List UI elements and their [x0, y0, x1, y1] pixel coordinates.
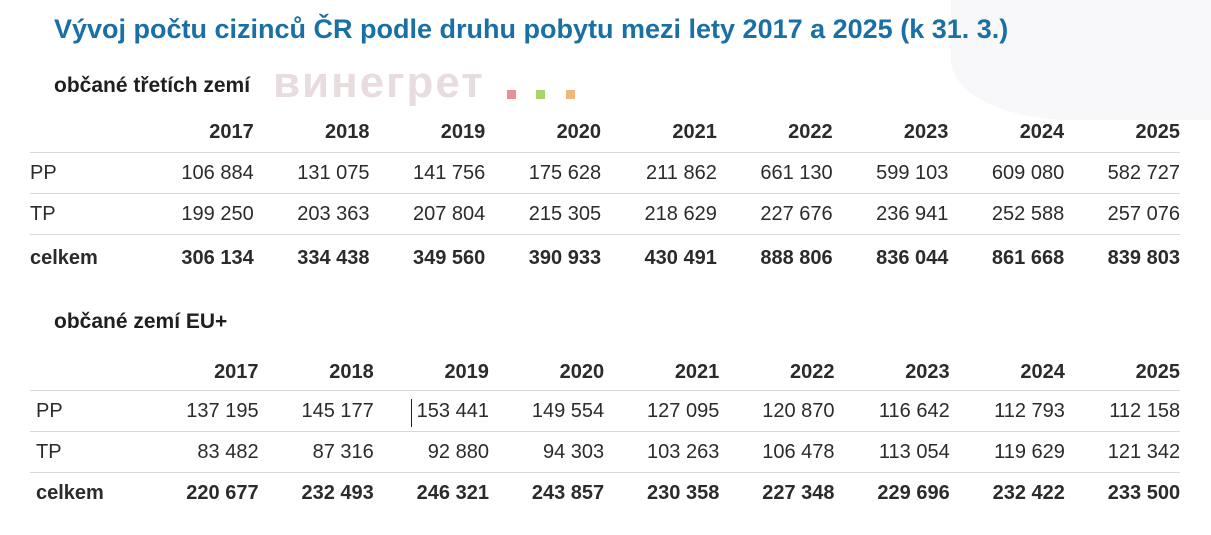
table-cell: 888 806: [760, 246, 833, 269]
table-cell: 175 628: [528, 161, 602, 184]
table-cell: 141 756: [412, 161, 486, 184]
table-row: PP 106 884 131 075 141 756 175 628 211 8…: [30, 153, 1180, 194]
table-cell: 430 491: [644, 246, 717, 269]
table-cell: 233 500: [1107, 481, 1181, 504]
table-cell: 127 095: [647, 399, 720, 422]
year-header: 2019: [444, 360, 489, 383]
table-eu-countries: 2017 2018 2019 2020 2021 2022 2023 2024 …: [30, 354, 1180, 513]
table-cell: 232 493: [301, 481, 374, 504]
background-map-decoration: [951, 0, 1211, 120]
table-cell: 218 629: [644, 202, 717, 225]
table-cell: 334 438: [297, 246, 370, 269]
table-row: TP 83 482 87 316 92 880 94 303 103 263 1…: [30, 432, 1180, 473]
table-cell: 661 130: [760, 161, 833, 184]
year-header: 2024: [1019, 120, 1065, 143]
table-cell: 83 482: [197, 440, 259, 463]
table-cell: 836 044: [876, 246, 949, 269]
year-header: 2022: [788, 120, 833, 143]
table-third-countries: 2017 2018 2019 2020 2021 2022 2023 2024 …: [30, 112, 1180, 281]
table-row-total: celkem 220 677 232 493 246 321 243 857 2…: [30, 473, 1180, 513]
row-label: PP: [36, 399, 63, 422]
text-cursor: [411, 399, 412, 427]
year-header: 2018: [329, 360, 374, 383]
table-cell: 112 158: [1109, 399, 1181, 422]
table-cell: 211 862: [646, 161, 717, 184]
table-header-row: 2017 2018 2019 2020 2021 2022 2023 2024 …: [30, 112, 1180, 153]
year-header: 2020: [559, 360, 605, 383]
table-row-total: celkem 306 134 334 438 349 560 390 933 4…: [30, 235, 1180, 281]
table-cell: 131 075: [297, 161, 370, 184]
table-cell: 220 677: [186, 481, 259, 504]
table-cell: 257 076: [1107, 202, 1180, 225]
table-cell: 232 422: [992, 481, 1065, 504]
table-cell: 230 358: [647, 481, 720, 504]
page-title: Vývoj počtu cizinců ČR podle druhu pobyt…: [54, 14, 1009, 44]
table-cell: 112 793: [994, 399, 1065, 422]
year-header: 2025: [1135, 120, 1180, 143]
table-cell: 199 250: [181, 202, 254, 225]
section-title-eu-countries: občané zemí EU+: [54, 310, 228, 333]
table-cell: 153 441: [416, 399, 489, 422]
table-cell: 120 870: [762, 399, 835, 422]
table-cell: 215 305: [528, 202, 602, 225]
table-cell: 149 554: [531, 399, 605, 422]
table-row: PP 137 195 145 177 153 441 149 554 127 0…: [30, 391, 1180, 432]
row-label: celkem: [36, 481, 104, 504]
year-header: 2017: [214, 360, 259, 383]
row-label: PP: [30, 161, 57, 184]
watermark-dots: [507, 60, 580, 110]
table-cell: 861 668: [991, 246, 1065, 269]
table-cell: 119 629: [994, 440, 1065, 463]
table-cell: 252 588: [991, 202, 1065, 225]
year-header: 2022: [790, 360, 835, 383]
section-title-third-countries: občané třetích zemí: [54, 74, 251, 97]
year-header: 2023: [903, 120, 949, 143]
year-header: 2023: [905, 360, 950, 383]
table-header-row: 2017 2018 2019 2020 2021 2022 2023 2024 …: [30, 354, 1180, 391]
table-cell: 207 804: [412, 202, 486, 225]
table-cell: 839 803: [1107, 246, 1180, 269]
watermark-text: винегрет: [273, 58, 485, 107]
table-cell: 145 177: [301, 399, 374, 422]
table-cell: 116 642: [878, 399, 950, 422]
table-cell: 243 857: [531, 481, 605, 504]
row-label: TP: [30, 202, 56, 225]
table-cell: 121 342: [1107, 440, 1181, 463]
row-label: celkem: [30, 246, 98, 269]
table-cell: 92 880: [427, 440, 489, 463]
table-cell: 87 316: [312, 440, 374, 463]
table-cell: 609 080: [991, 161, 1065, 184]
year-header: 2018: [325, 120, 370, 143]
year-header: 2024: [1020, 360, 1065, 383]
watermark-dot-icon: [536, 90, 546, 100]
table-cell: 106 884: [181, 161, 254, 184]
table-cell: 236 941: [876, 202, 949, 225]
table-cell: 227 676: [760, 202, 833, 225]
year-header: 2017: [209, 120, 254, 143]
watermark-dot-icon: [565, 90, 575, 100]
year-header: 2019: [440, 120, 486, 143]
table-cell: 246 321: [416, 481, 489, 504]
table-cell: 599 103: [876, 161, 949, 184]
table-cell: 227 348: [762, 481, 835, 504]
table-cell: 582 727: [1107, 161, 1180, 184]
year-header: 2021: [672, 120, 717, 143]
table-cell: 106 478: [762, 440, 835, 463]
table-cell: 229 696: [877, 481, 950, 504]
table-cell: 137 195: [186, 399, 259, 422]
table-row: TP 199 250 203 363 207 804 215 305 218 6…: [30, 194, 1180, 235]
year-header: 2025: [1135, 360, 1181, 383]
table-cell: 203 363: [297, 202, 370, 225]
table-cell: 349 560: [412, 246, 486, 269]
row-label: TP: [36, 440, 62, 463]
table-cell: 94 303: [542, 440, 605, 463]
table-cell: 113 054: [878, 440, 950, 463]
table-cell: 103 263: [647, 440, 720, 463]
watermark-logo: винегрет: [273, 58, 581, 110]
table-cell: 390 933: [528, 246, 602, 269]
year-header: 2021: [674, 360, 720, 383]
year-header: 2020: [556, 120, 602, 143]
table-cell: 306 134: [181, 246, 254, 269]
watermark-dot-icon: [507, 90, 517, 100]
